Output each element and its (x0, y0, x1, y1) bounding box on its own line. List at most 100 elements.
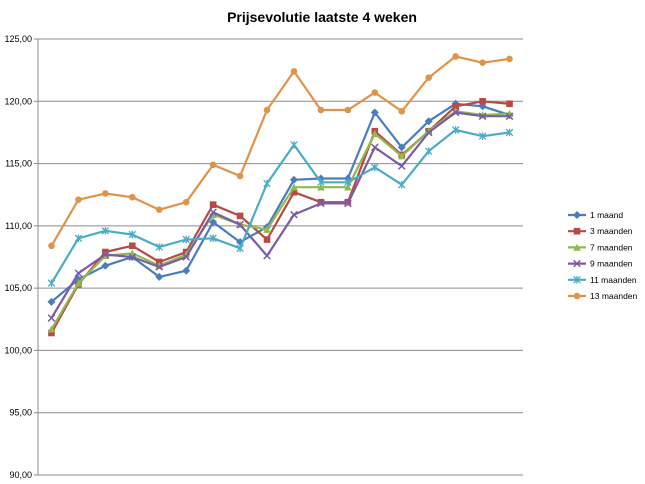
data-point (371, 129, 379, 137)
data-point (505, 128, 514, 137)
data-point (47, 279, 56, 287)
series-13-maanden (48, 53, 513, 250)
data-point (344, 178, 352, 187)
data-point (263, 179, 271, 188)
legend-item: 11 maanden (568, 275, 637, 285)
y-tick-label: 120,00 (4, 96, 32, 106)
data-point (505, 112, 514, 121)
legend-label: 7 maanden (590, 242, 633, 252)
data-point (263, 225, 271, 233)
legend-label: 13 maanden (590, 291, 638, 301)
legend-label: 3 maanden (590, 226, 633, 236)
data-point (182, 198, 190, 206)
series-line-11-maanden (50, 128, 510, 284)
data-point (317, 199, 325, 208)
data-point (344, 183, 352, 191)
data-point (317, 198, 325, 206)
data-point (290, 188, 298, 196)
data-point (370, 108, 379, 117)
legend-label: 11 maanden (590, 275, 637, 285)
series-line-7-maanden (50, 110, 510, 330)
legend-marker (573, 259, 581, 268)
data-point (47, 325, 56, 333)
legend-marker (573, 227, 581, 235)
y-tick-label: 105,00 (4, 283, 32, 293)
data-point (74, 234, 83, 243)
y-axis: 90,00 95,00 100,00 105,00 110,00 115,00 120,00… (4, 34, 39, 480)
data-point (101, 261, 110, 270)
legend-marker (573, 243, 581, 251)
y-tick-label: 100,00 (4, 345, 32, 355)
data-point (101, 250, 110, 259)
data-point (155, 272, 164, 281)
data-point (506, 55, 513, 63)
data-point (129, 193, 136, 201)
data-point (74, 269, 83, 278)
data-point (479, 97, 486, 105)
data-point (47, 297, 56, 306)
data-point (290, 68, 298, 75)
data-point (209, 208, 217, 216)
data-point (209, 201, 217, 208)
data-point (424, 147, 433, 155)
data-point (317, 183, 325, 191)
data-point (317, 106, 325, 114)
legend-label: 1 maand (590, 210, 623, 220)
y-tick-label: 110,00 (5, 221, 32, 231)
legend-marker (573, 276, 581, 284)
data-point (47, 314, 56, 322)
data-point (370, 143, 379, 152)
data-point (290, 141, 298, 149)
series-7-maanden (47, 107, 514, 333)
data-point (451, 108, 460, 117)
data-point (397, 152, 406, 160)
data-point (397, 162, 406, 170)
chart-title: Prijsevolutie laatste 4 weken (227, 9, 417, 25)
data-point (344, 199, 352, 208)
data-point (479, 59, 486, 66)
data-point (317, 178, 325, 187)
series-9-maanden (47, 108, 514, 322)
y-tick-label: 115,00 (5, 159, 32, 169)
legend-item: 13 maanden (568, 291, 638, 301)
data-point (129, 242, 136, 250)
data-point (209, 234, 217, 243)
data-point (236, 220, 244, 229)
series-line-13-maanden (50, 55, 510, 247)
data-point (236, 212, 244, 220)
data-point (263, 236, 271, 243)
data-point (101, 227, 110, 235)
series-1-maand (47, 99, 514, 306)
data-point (155, 263, 164, 271)
data-point (263, 106, 271, 114)
data-point (182, 266, 191, 275)
legend-marker (573, 292, 581, 300)
legend: 1 maand 3 maanden 7 maanden 9 maanden 11 maa… (568, 210, 638, 301)
data-point (290, 210, 298, 219)
data-point (451, 126, 460, 134)
legend-label: 9 maanden (590, 259, 633, 269)
series-3-maanden (48, 97, 513, 337)
data-point (425, 74, 432, 81)
data-point (74, 279, 83, 287)
data-point (289, 175, 298, 184)
data-point (236, 244, 244, 253)
data-point (48, 242, 55, 250)
data-point (371, 89, 379, 96)
data-point (182, 253, 191, 261)
data-point (506, 100, 513, 108)
legend-item: 7 maanden (568, 242, 633, 252)
data-point (236, 172, 244, 180)
data-point (424, 128, 433, 137)
data-point (424, 127, 433, 135)
data-point (397, 180, 406, 189)
data-point (209, 218, 218, 227)
legend-item: 9 maanden (568, 259, 633, 269)
data-point (128, 253, 137, 261)
data-point (263, 251, 271, 260)
data-point (155, 206, 163, 213)
data-point (102, 190, 109, 197)
data-point (424, 117, 433, 126)
data-point (128, 230, 137, 239)
data-point (209, 161, 217, 169)
